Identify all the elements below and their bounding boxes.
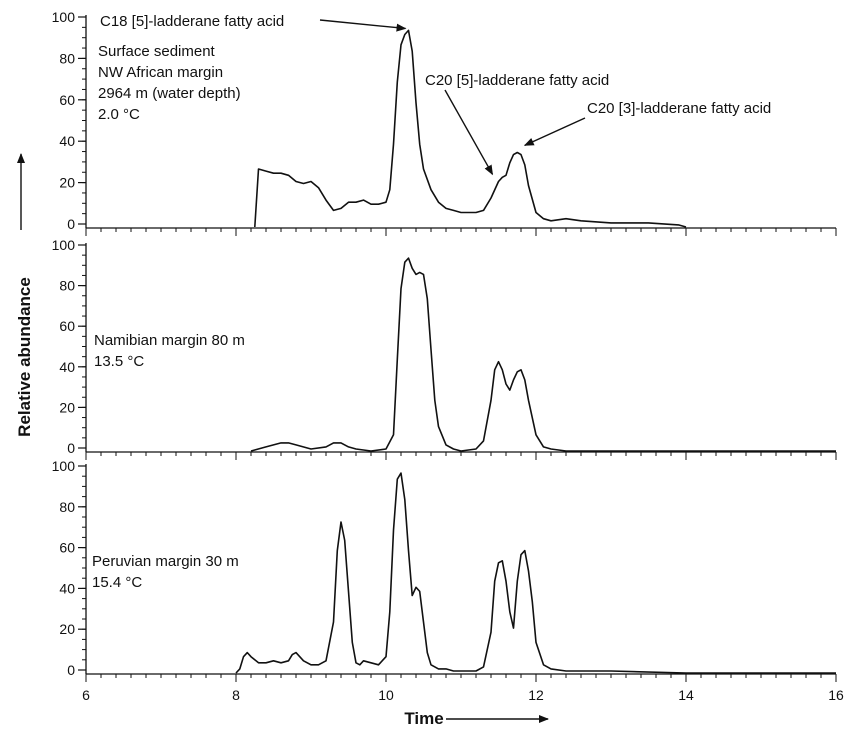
x-tick-label: 10: [378, 687, 394, 703]
y-tick-label: 20: [59, 399, 75, 415]
y-tick-label: 80: [59, 50, 75, 66]
series-line-middle: [250, 257, 836, 452]
y-tick-label: 80: [59, 499, 75, 515]
panel-top: 0 20 40 60 80 100 Surface sediment NW African m…: [52, 9, 837, 236]
y-tick-label: 40: [59, 359, 75, 375]
y-tick-label: 100: [52, 237, 76, 253]
y-tick-label: 0: [67, 216, 75, 232]
peak-annotation-label: C20 [3]-ladderane fatty acid: [587, 100, 771, 117]
series-line-top: [254, 29, 687, 228]
peak-annotation-label: C20 [5]-ladderane fatty acid: [425, 72, 609, 89]
x-axis-title: Time: [404, 709, 443, 728]
y-tick-label: 40: [59, 580, 75, 596]
peak-annotation-arrow: [523, 117, 586, 146]
panel-label-line: Peruvian margin 30 m: [92, 553, 239, 570]
y-tick-label: 0: [67, 440, 75, 456]
y-tick-label: 80: [59, 278, 75, 294]
y-tick-label: 0: [67, 662, 75, 678]
x-tick-label: 12: [528, 687, 544, 703]
x-tick-label: 16: [828, 687, 844, 703]
panel-label-line: 13.5 °C: [94, 353, 144, 370]
panel-label-line: NW African margin: [98, 64, 223, 81]
peak-annotation-label: C18 [5]-ladderane fatty acid: [100, 13, 284, 30]
peak-annotation-arrow: [444, 89, 494, 176]
x-tick-label: 14: [678, 687, 694, 703]
y-tick-label: 40: [59, 133, 75, 149]
y-tick-label: 100: [52, 458, 76, 474]
panel-middle: 0 20 40 60 80 100 Namibian margin 80 m 13.5 °C: [52, 237, 837, 460]
panel-label-line: 15.4 °C: [92, 574, 142, 591]
y-tick-label: 60: [59, 540, 75, 556]
y-axis-title: Relative abundance: [15, 277, 34, 437]
panel-label-line: Namibian margin 80 m: [94, 332, 245, 349]
panel-label-line: Surface sediment: [98, 43, 216, 60]
y-tick-label: 20: [59, 175, 75, 191]
x-tick-label: 6: [82, 687, 90, 703]
series-line-bottom: [235, 472, 836, 674]
panel-bottom: 0 20 40 60 80 100 6 8 10 12 14 16 Peruvian margin 30…: [52, 458, 844, 728]
y-tick-label: 20: [59, 621, 75, 637]
peak-annotation-arrow: [319, 19, 407, 32]
x-tick-label: 8: [232, 687, 240, 703]
y-tick-label: 60: [59, 92, 75, 108]
panel-label-line: 2.0 °C: [98, 106, 140, 123]
y-tick-label: 100: [52, 9, 76, 25]
panel-label-line: 2964 m (water depth): [98, 85, 241, 102]
y-tick-label: 60: [59, 318, 75, 334]
